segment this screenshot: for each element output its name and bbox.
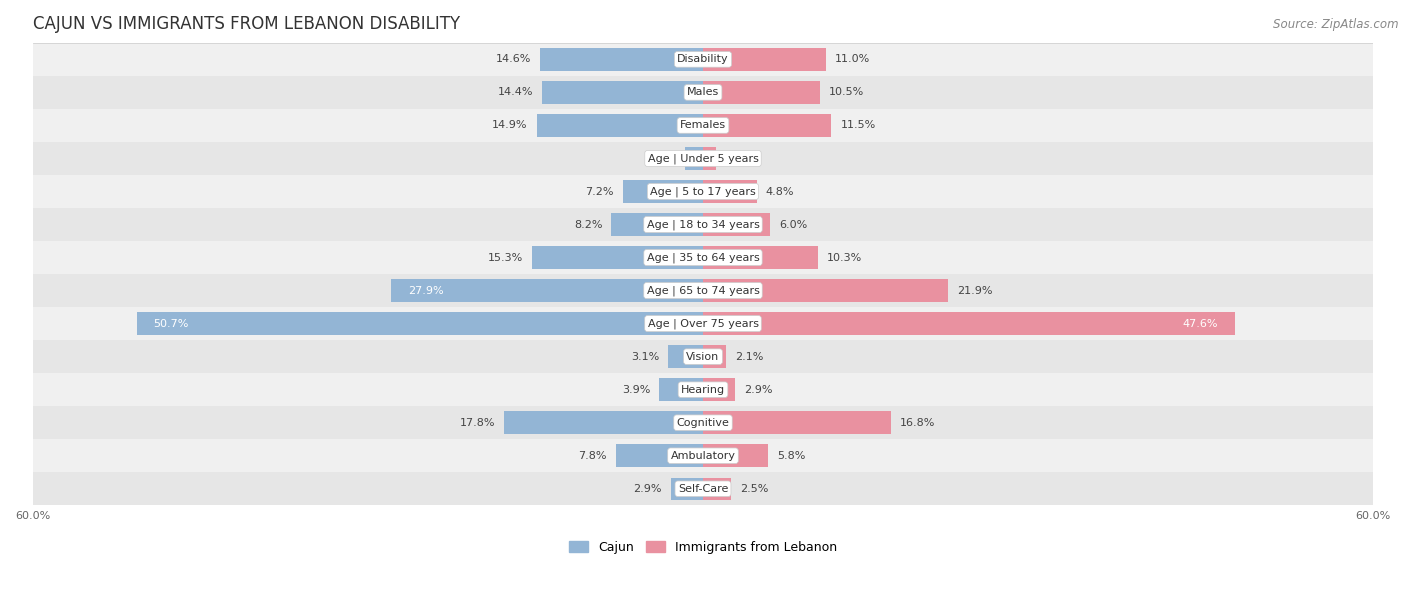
Text: 10.5%: 10.5% xyxy=(830,88,865,97)
Bar xyxy=(659,378,703,401)
Text: Age | Over 75 years: Age | Over 75 years xyxy=(648,318,758,329)
Text: 1.6%: 1.6% xyxy=(648,154,676,163)
Text: Age | 35 to 64 years: Age | 35 to 64 years xyxy=(647,252,759,263)
Text: 14.9%: 14.9% xyxy=(492,121,527,130)
Text: 47.6%: 47.6% xyxy=(1182,319,1218,329)
Text: 2.1%: 2.1% xyxy=(735,352,763,362)
Text: 16.8%: 16.8% xyxy=(900,418,935,428)
Text: Cognitive: Cognitive xyxy=(676,418,730,428)
Text: 6.0%: 6.0% xyxy=(779,220,807,230)
Text: Vision: Vision xyxy=(686,352,720,362)
Bar xyxy=(32,43,1374,76)
Bar xyxy=(703,48,825,70)
Bar xyxy=(32,241,1374,274)
Text: Age | 65 to 74 years: Age | 65 to 74 years xyxy=(647,285,759,296)
Bar xyxy=(32,340,1374,373)
Bar xyxy=(32,175,1374,208)
Text: 3.9%: 3.9% xyxy=(621,385,651,395)
Text: 2.9%: 2.9% xyxy=(633,483,662,494)
Text: 50.7%: 50.7% xyxy=(153,319,188,329)
Bar xyxy=(391,279,703,302)
Bar xyxy=(703,214,770,236)
Text: 2.9%: 2.9% xyxy=(744,385,773,395)
Text: Age | 18 to 34 years: Age | 18 to 34 years xyxy=(647,219,759,230)
Text: 15.3%: 15.3% xyxy=(488,253,523,263)
Text: Age | Under 5 years: Age | Under 5 years xyxy=(648,153,758,164)
Bar xyxy=(703,444,768,467)
Bar xyxy=(543,81,703,103)
Text: 17.8%: 17.8% xyxy=(460,418,495,428)
Bar xyxy=(612,214,703,236)
Text: 7.2%: 7.2% xyxy=(585,187,613,196)
Bar xyxy=(136,312,703,335)
Bar xyxy=(531,247,703,269)
Text: Ambulatory: Ambulatory xyxy=(671,450,735,461)
Bar xyxy=(616,444,703,467)
Text: 2.5%: 2.5% xyxy=(740,483,768,494)
Bar xyxy=(32,406,1374,439)
Bar xyxy=(623,181,703,203)
Text: 8.2%: 8.2% xyxy=(574,220,602,230)
Text: 5.8%: 5.8% xyxy=(776,450,806,461)
Bar xyxy=(505,411,703,434)
Text: 11.5%: 11.5% xyxy=(841,121,876,130)
Bar xyxy=(32,208,1374,241)
Text: 10.3%: 10.3% xyxy=(827,253,862,263)
Bar xyxy=(32,142,1374,175)
Text: Females: Females xyxy=(681,121,725,130)
Bar xyxy=(671,477,703,500)
Text: 14.6%: 14.6% xyxy=(495,54,531,64)
Bar xyxy=(32,76,1374,109)
Bar xyxy=(703,345,727,368)
Bar xyxy=(703,411,891,434)
Text: 4.8%: 4.8% xyxy=(766,187,794,196)
Text: 14.4%: 14.4% xyxy=(498,88,533,97)
Bar xyxy=(703,181,756,203)
Bar xyxy=(32,307,1374,340)
Text: CAJUN VS IMMIGRANTS FROM LEBANON DISABILITY: CAJUN VS IMMIGRANTS FROM LEBANON DISABIL… xyxy=(32,15,460,33)
Text: Males: Males xyxy=(688,88,718,97)
Text: 27.9%: 27.9% xyxy=(408,286,444,296)
Bar xyxy=(703,147,717,170)
Bar xyxy=(703,378,735,401)
Bar xyxy=(703,279,948,302)
Bar xyxy=(32,373,1374,406)
Text: Hearing: Hearing xyxy=(681,385,725,395)
Text: Self-Care: Self-Care xyxy=(678,483,728,494)
Bar xyxy=(703,247,818,269)
Text: 7.8%: 7.8% xyxy=(578,450,607,461)
Bar xyxy=(703,114,831,136)
Text: Source: ZipAtlas.com: Source: ZipAtlas.com xyxy=(1274,18,1399,31)
Bar xyxy=(32,274,1374,307)
Text: 3.1%: 3.1% xyxy=(631,352,659,362)
Bar xyxy=(685,147,703,170)
Legend: Cajun, Immigrants from Lebanon: Cajun, Immigrants from Lebanon xyxy=(564,536,842,559)
Bar xyxy=(537,114,703,136)
Text: Disability: Disability xyxy=(678,54,728,64)
Bar xyxy=(540,48,703,70)
Text: 21.9%: 21.9% xyxy=(956,286,993,296)
Bar xyxy=(703,312,1234,335)
Bar xyxy=(32,439,1374,472)
Bar xyxy=(668,345,703,368)
Text: 11.0%: 11.0% xyxy=(835,54,870,64)
Bar xyxy=(703,81,820,103)
Text: 1.2%: 1.2% xyxy=(725,154,754,163)
Bar xyxy=(32,472,1374,506)
Bar xyxy=(32,109,1374,142)
Bar xyxy=(703,477,731,500)
Text: Age | 5 to 17 years: Age | 5 to 17 years xyxy=(650,186,756,197)
